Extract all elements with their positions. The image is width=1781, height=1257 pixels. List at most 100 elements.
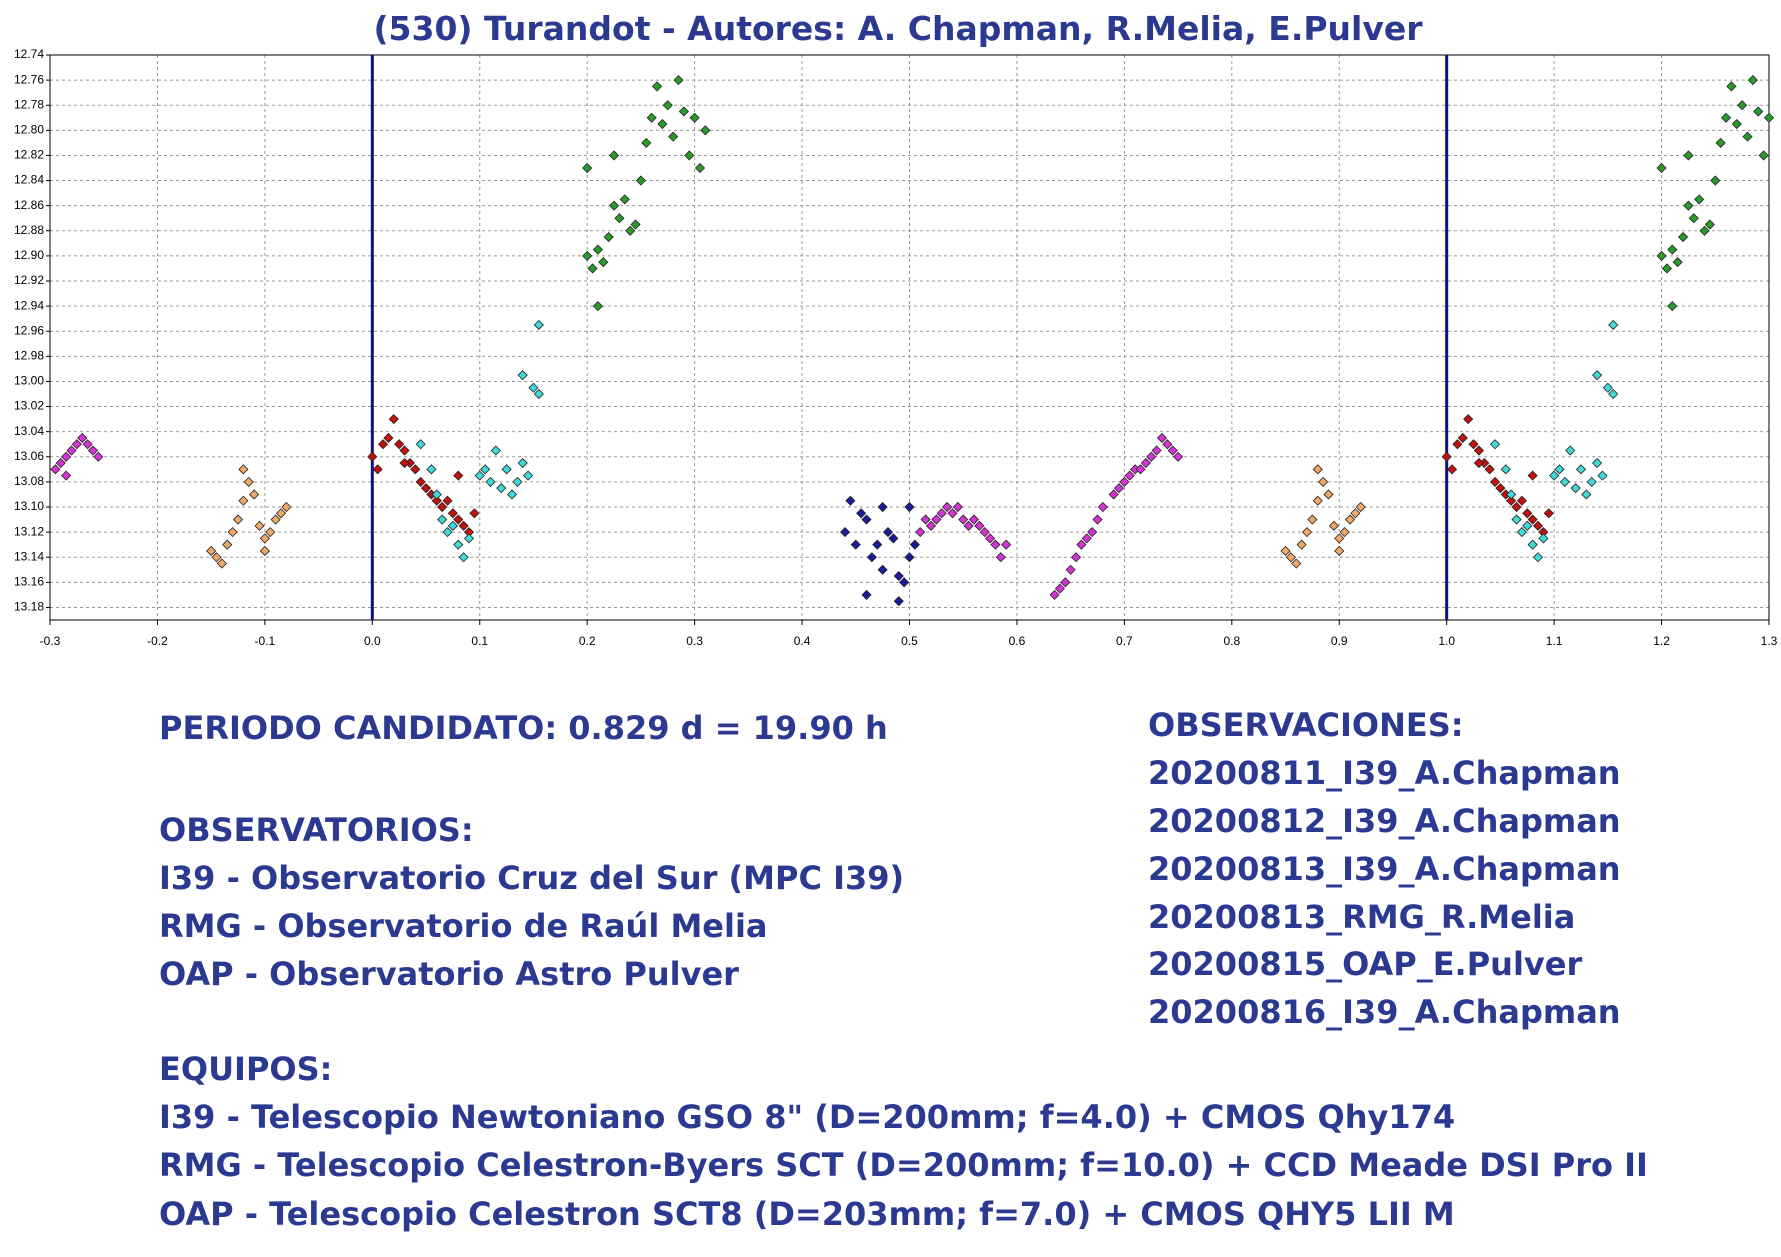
point [399, 457, 410, 469]
point [1076, 539, 1087, 550]
point [1355, 501, 1366, 513]
y-tick-label: 12.78 [14, 97, 44, 111]
point [1683, 200, 1694, 211]
y-tick-label: 12.90 [14, 248, 44, 262]
point [1677, 231, 1689, 243]
point [1694, 194, 1705, 205]
observation: 20200816_I39_A.Chapman [1148, 993, 1621, 1031]
point [458, 520, 469, 531]
y-tick-label: 12.94 [14, 298, 44, 312]
x-tick-label: 1.0 [1438, 634, 1455, 648]
point [662, 100, 673, 111]
point [377, 439, 389, 450]
point [1737, 100, 1748, 111]
point [469, 508, 480, 519]
observation: 20200812_I39_A.Chapman [1148, 802, 1621, 840]
x-tick-label: 0.1 [471, 634, 488, 648]
y-tick-label: 12.76 [14, 72, 44, 86]
point [453, 470, 464, 481]
y-tick-label: 12.98 [14, 349, 44, 363]
point [281, 501, 292, 513]
observatories-title: OBSERVATORIOS: [159, 811, 474, 849]
point [1097, 501, 1108, 513]
point [442, 495, 453, 506]
equipment: I39 - Telescopio Newtoniano GSO 8" (D=20… [159, 1098, 1455, 1136]
point [388, 414, 399, 425]
point [1291, 558, 1302, 569]
point [485, 476, 496, 487]
point [678, 106, 689, 117]
point [888, 533, 899, 544]
point [625, 225, 636, 236]
y-tick-label: 12.92 [14, 273, 44, 287]
x-tick-label: 0.4 [794, 634, 811, 648]
x-tick-label: 1.1 [1546, 634, 1563, 648]
point [211, 552, 222, 563]
point [512, 476, 523, 487]
point [506, 489, 518, 500]
point [684, 150, 695, 161]
y-tick-label: 13.02 [14, 399, 44, 413]
point [968, 514, 980, 525]
point [1473, 445, 1484, 456]
point [1704, 219, 1715, 230]
point [270, 514, 281, 525]
y-tick-label: 12.88 [14, 223, 44, 237]
point [1500, 464, 1511, 475]
point [931, 514, 942, 525]
point [1543, 508, 1554, 519]
x-tick-label: 0.7 [1116, 634, 1133, 648]
point [845, 495, 856, 506]
point [1280, 545, 1291, 557]
point [66, 445, 77, 456]
point [920, 514, 931, 525]
point [1124, 470, 1135, 481]
x-tick-label: 0.9 [1331, 634, 1348, 648]
point [1753, 106, 1764, 117]
observatory: RMG - Observatorio de Raúl Melia [159, 907, 768, 945]
point [528, 382, 539, 393]
point [1554, 464, 1565, 475]
point [1516, 495, 1527, 506]
plot-frame [49, 54, 1770, 621]
point [480, 464, 491, 475]
y-tick-label: 13.14 [14, 549, 44, 563]
point [227, 527, 238, 538]
y-tick-label: 12.82 [14, 148, 44, 162]
point [1522, 508, 1533, 519]
point [1323, 489, 1334, 500]
point [517, 370, 528, 381]
point [1527, 514, 1538, 525]
point [1747, 75, 1758, 86]
observation: 20200815_OAP_E.Pulver [1148, 945, 1582, 983]
point [694, 162, 706, 174]
observation: 20200813_I39_A.Chapman [1148, 850, 1621, 888]
point [866, 552, 877, 563]
point [1049, 589, 1060, 600]
point [216, 558, 227, 569]
point [1339, 527, 1350, 538]
point [426, 464, 437, 475]
x-tick-label: -0.2 [147, 634, 168, 648]
y-tick-label: 12.96 [14, 323, 44, 337]
point [1592, 370, 1603, 381]
point [673, 75, 684, 86]
point [265, 527, 276, 538]
point [275, 508, 287, 519]
point [958, 514, 969, 525]
point [533, 388, 544, 400]
point [394, 439, 405, 450]
point [453, 539, 464, 550]
point [77, 432, 88, 444]
point [942, 501, 953, 513]
point [259, 545, 270, 557]
point [415, 476, 426, 487]
equipment: OAP - Telescopio Celestron SCT8 (D=203mm… [159, 1195, 1455, 1233]
point [1516, 527, 1527, 538]
point [55, 457, 66, 469]
point [1522, 520, 1533, 531]
point [1457, 432, 1468, 444]
point [254, 520, 265, 531]
point [850, 539, 861, 550]
point [415, 439, 426, 450]
